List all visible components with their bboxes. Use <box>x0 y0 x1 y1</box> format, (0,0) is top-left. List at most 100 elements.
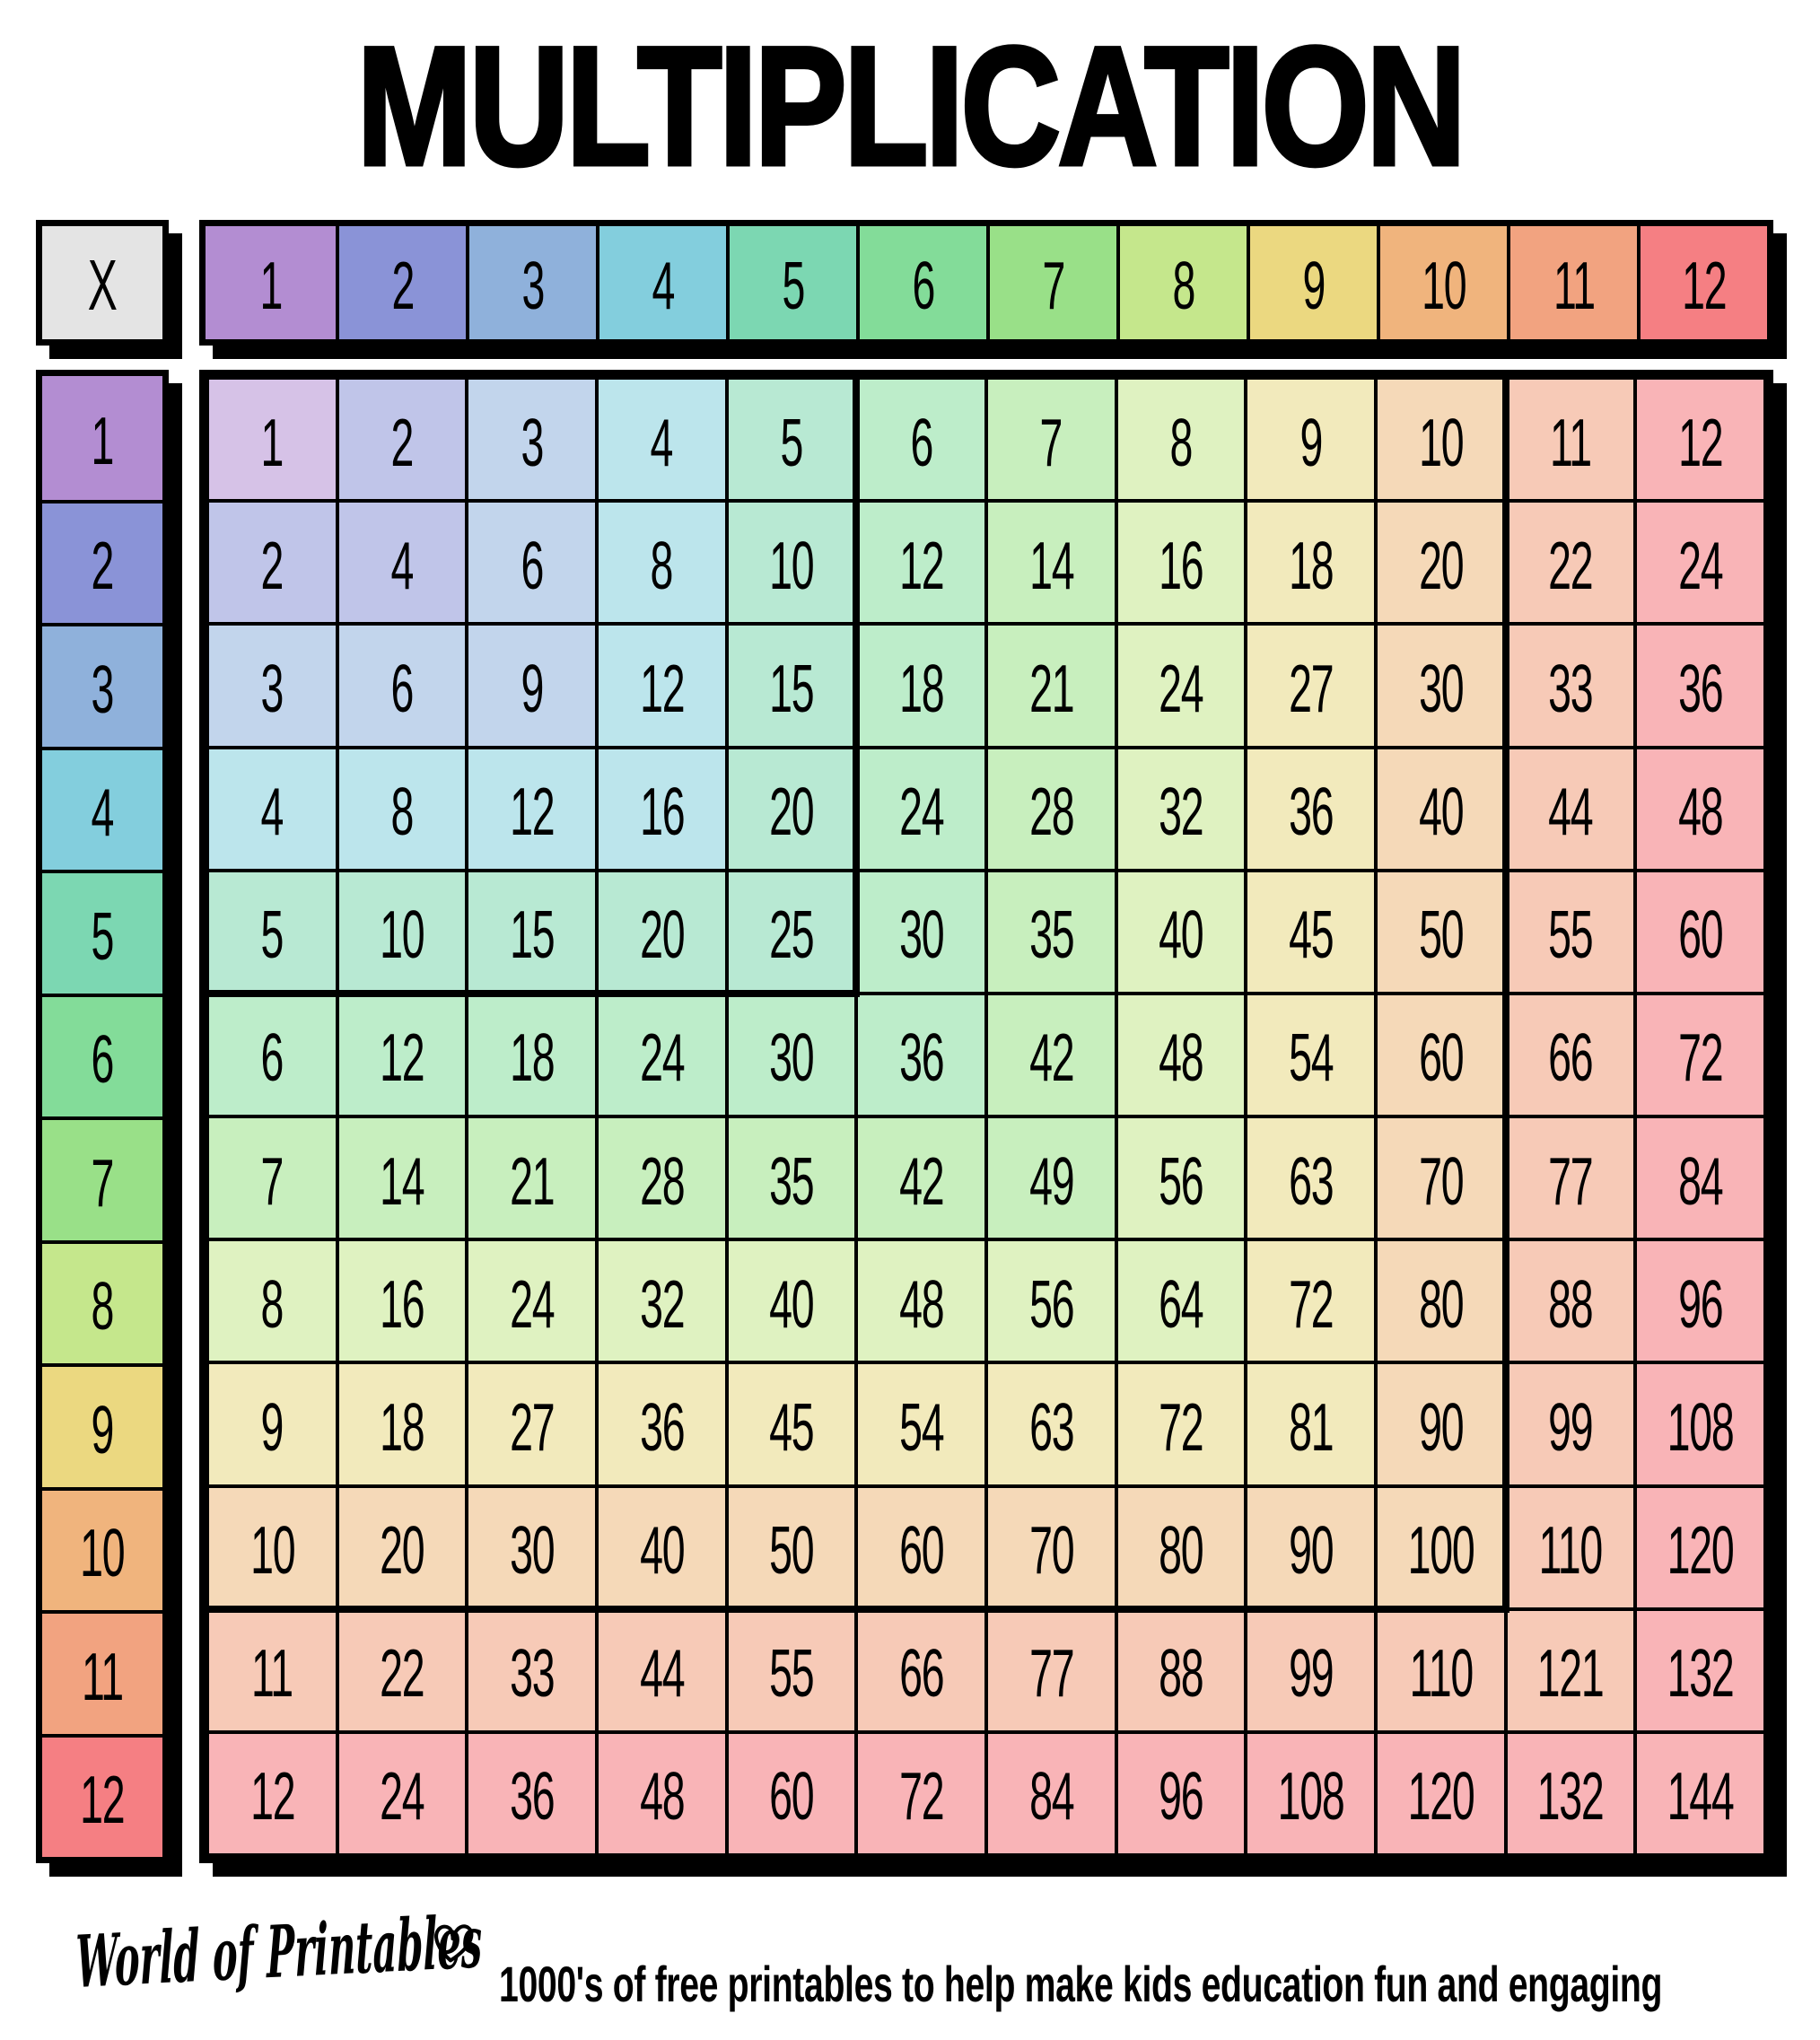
product-cell: 120 <box>1635 1485 1765 1609</box>
cell-value: 80 <box>1159 1512 1203 1589</box>
product-cell: 48 <box>856 1239 986 1363</box>
product-cell: 45 <box>726 1362 857 1486</box>
cell-value: 22 <box>1548 527 1593 603</box>
cell-value: 96 <box>1159 1758 1203 1834</box>
cell-value: 1 <box>261 404 284 480</box>
product-cell: 27 <box>1246 624 1376 748</box>
cell-value: 60 <box>769 1758 814 1834</box>
cell-value: 8 <box>91 1268 115 1344</box>
product-cell: 10 <box>1376 378 1506 502</box>
product-cell: 18 <box>467 993 597 1116</box>
cell-value: 12 <box>510 774 555 850</box>
cell-value: 8 <box>390 774 415 850</box>
products-grid: 1 2 3 4 5 6 7 8 9 10 11 12 2 4 6 8 10 12 14 16 18 20 22 24 3 6 9 12… <box>199 370 1773 1863</box>
cell-value: 36 <box>899 1020 944 1096</box>
cell-value: 3 <box>91 651 115 727</box>
product-cell: 6 <box>207 993 337 1116</box>
product-cell: 18 <box>856 624 986 748</box>
cell-value: 7 <box>1040 404 1063 480</box>
product-cell: 18 <box>337 1362 468 1486</box>
cell-value: 7 <box>1042 248 1065 323</box>
cell-value: 22 <box>380 1635 424 1712</box>
cell-value: 40 <box>1418 774 1464 850</box>
cell-value: 4 <box>390 527 415 603</box>
product-cell: 77 <box>1505 1116 1636 1240</box>
cell-value: 12 <box>380 1020 424 1096</box>
cell-value: 132 <box>1537 1758 1605 1834</box>
product-cell: 14 <box>986 501 1116 625</box>
cell-value: 24 <box>639 1020 685 1096</box>
cell-value: 45 <box>769 1388 814 1465</box>
cell-value: 144 <box>1667 1758 1735 1834</box>
cell-value: 1 <box>91 402 115 478</box>
cell-value: 11 <box>251 1635 293 1712</box>
cell-value: 11 <box>1553 248 1596 323</box>
product-cell: 30 <box>1376 624 1506 748</box>
multiply-symbol: X <box>88 245 118 325</box>
cell-value: 33 <box>510 1635 555 1712</box>
cell-value: 6 <box>910 404 933 480</box>
cell-value: 12 <box>1681 248 1727 323</box>
cell-value: 36 <box>1289 774 1334 850</box>
product-cell: 6 <box>856 378 986 502</box>
cell-value: 35 <box>1028 897 1074 973</box>
product-cell: 11 <box>207 1608 337 1732</box>
product-cell: 10 <box>726 501 857 625</box>
row-header-cell: 5 <box>42 870 162 994</box>
product-cell: 40 <box>1376 747 1506 871</box>
cell-value: 10 <box>769 527 814 603</box>
column-header-cell: 5 <box>726 226 856 339</box>
product-cell: 6 <box>467 501 597 625</box>
product-cell: 36 <box>467 1731 597 1855</box>
cell-value: 10 <box>249 1512 295 1589</box>
cell-value: 48 <box>899 1265 944 1342</box>
row-header-cell: 1 <box>42 376 162 500</box>
cell-value: 8 <box>1169 404 1194 480</box>
product-cell: 99 <box>1505 1362 1636 1486</box>
row-header-cell: 4 <box>42 746 162 870</box>
cell-value: 40 <box>639 1512 685 1589</box>
product-cell: 100 <box>1376 1485 1506 1609</box>
tagline: 1000's of free printables to help make k… <box>499 1956 1663 2012</box>
cell-value: 120 <box>1407 1758 1474 1834</box>
cell-value: 54 <box>899 1388 944 1465</box>
product-cell: 36 <box>1246 747 1376 871</box>
cell-value: 9 <box>1299 404 1323 480</box>
column-header-cell: 12 <box>1637 226 1767 339</box>
product-cell: 88 <box>1505 1239 1636 1363</box>
product-cell: 24 <box>337 1731 468 1855</box>
row-header-cell: 7 <box>42 1116 162 1240</box>
product-cell: 32 <box>1116 747 1247 871</box>
product-cell: 24 <box>856 747 986 871</box>
product-cell: 32 <box>597 1239 727 1363</box>
cell-value: 72 <box>1159 1388 1203 1465</box>
column-header-cell: 9 <box>1247 226 1377 339</box>
cell-value: 4 <box>652 248 675 323</box>
cell-value: 10 <box>1421 248 1466 323</box>
row-header-cell: 11 <box>42 1610 162 1734</box>
column-header-cell: 7 <box>986 226 1116 339</box>
cell-value: 15 <box>510 897 555 973</box>
product-cell: 72 <box>1635 993 1765 1116</box>
product-cell: 110 <box>1505 1485 1636 1609</box>
product-cell: 70 <box>986 1485 1116 1609</box>
product-cell: 50 <box>726 1485 857 1609</box>
cell-value: 108 <box>1277 1758 1345 1834</box>
cell-value: 3 <box>521 404 544 480</box>
cell-value: 110 <box>1409 1635 1474 1712</box>
product-cell: 28 <box>597 1116 727 1240</box>
product-cell: 36 <box>856 993 986 1116</box>
cell-value: 1 <box>259 248 283 323</box>
product-cell: 60 <box>856 1485 986 1609</box>
row-header-cell: 9 <box>42 1363 162 1487</box>
product-cell: 66 <box>856 1608 986 1732</box>
cell-value: 2 <box>91 528 115 604</box>
product-cell: 30 <box>467 1485 597 1609</box>
product-cell: 55 <box>726 1608 857 1732</box>
cell-value: 36 <box>639 1388 685 1465</box>
product-cell: 30 <box>726 993 857 1116</box>
cell-value: 7 <box>261 1143 284 1219</box>
product-cell: 81 <box>1246 1362 1376 1486</box>
column-header-cell: 10 <box>1377 226 1507 339</box>
column-header-row: 1 2 3 4 5 6 7 8 9 10 11 12 <box>199 220 1773 346</box>
